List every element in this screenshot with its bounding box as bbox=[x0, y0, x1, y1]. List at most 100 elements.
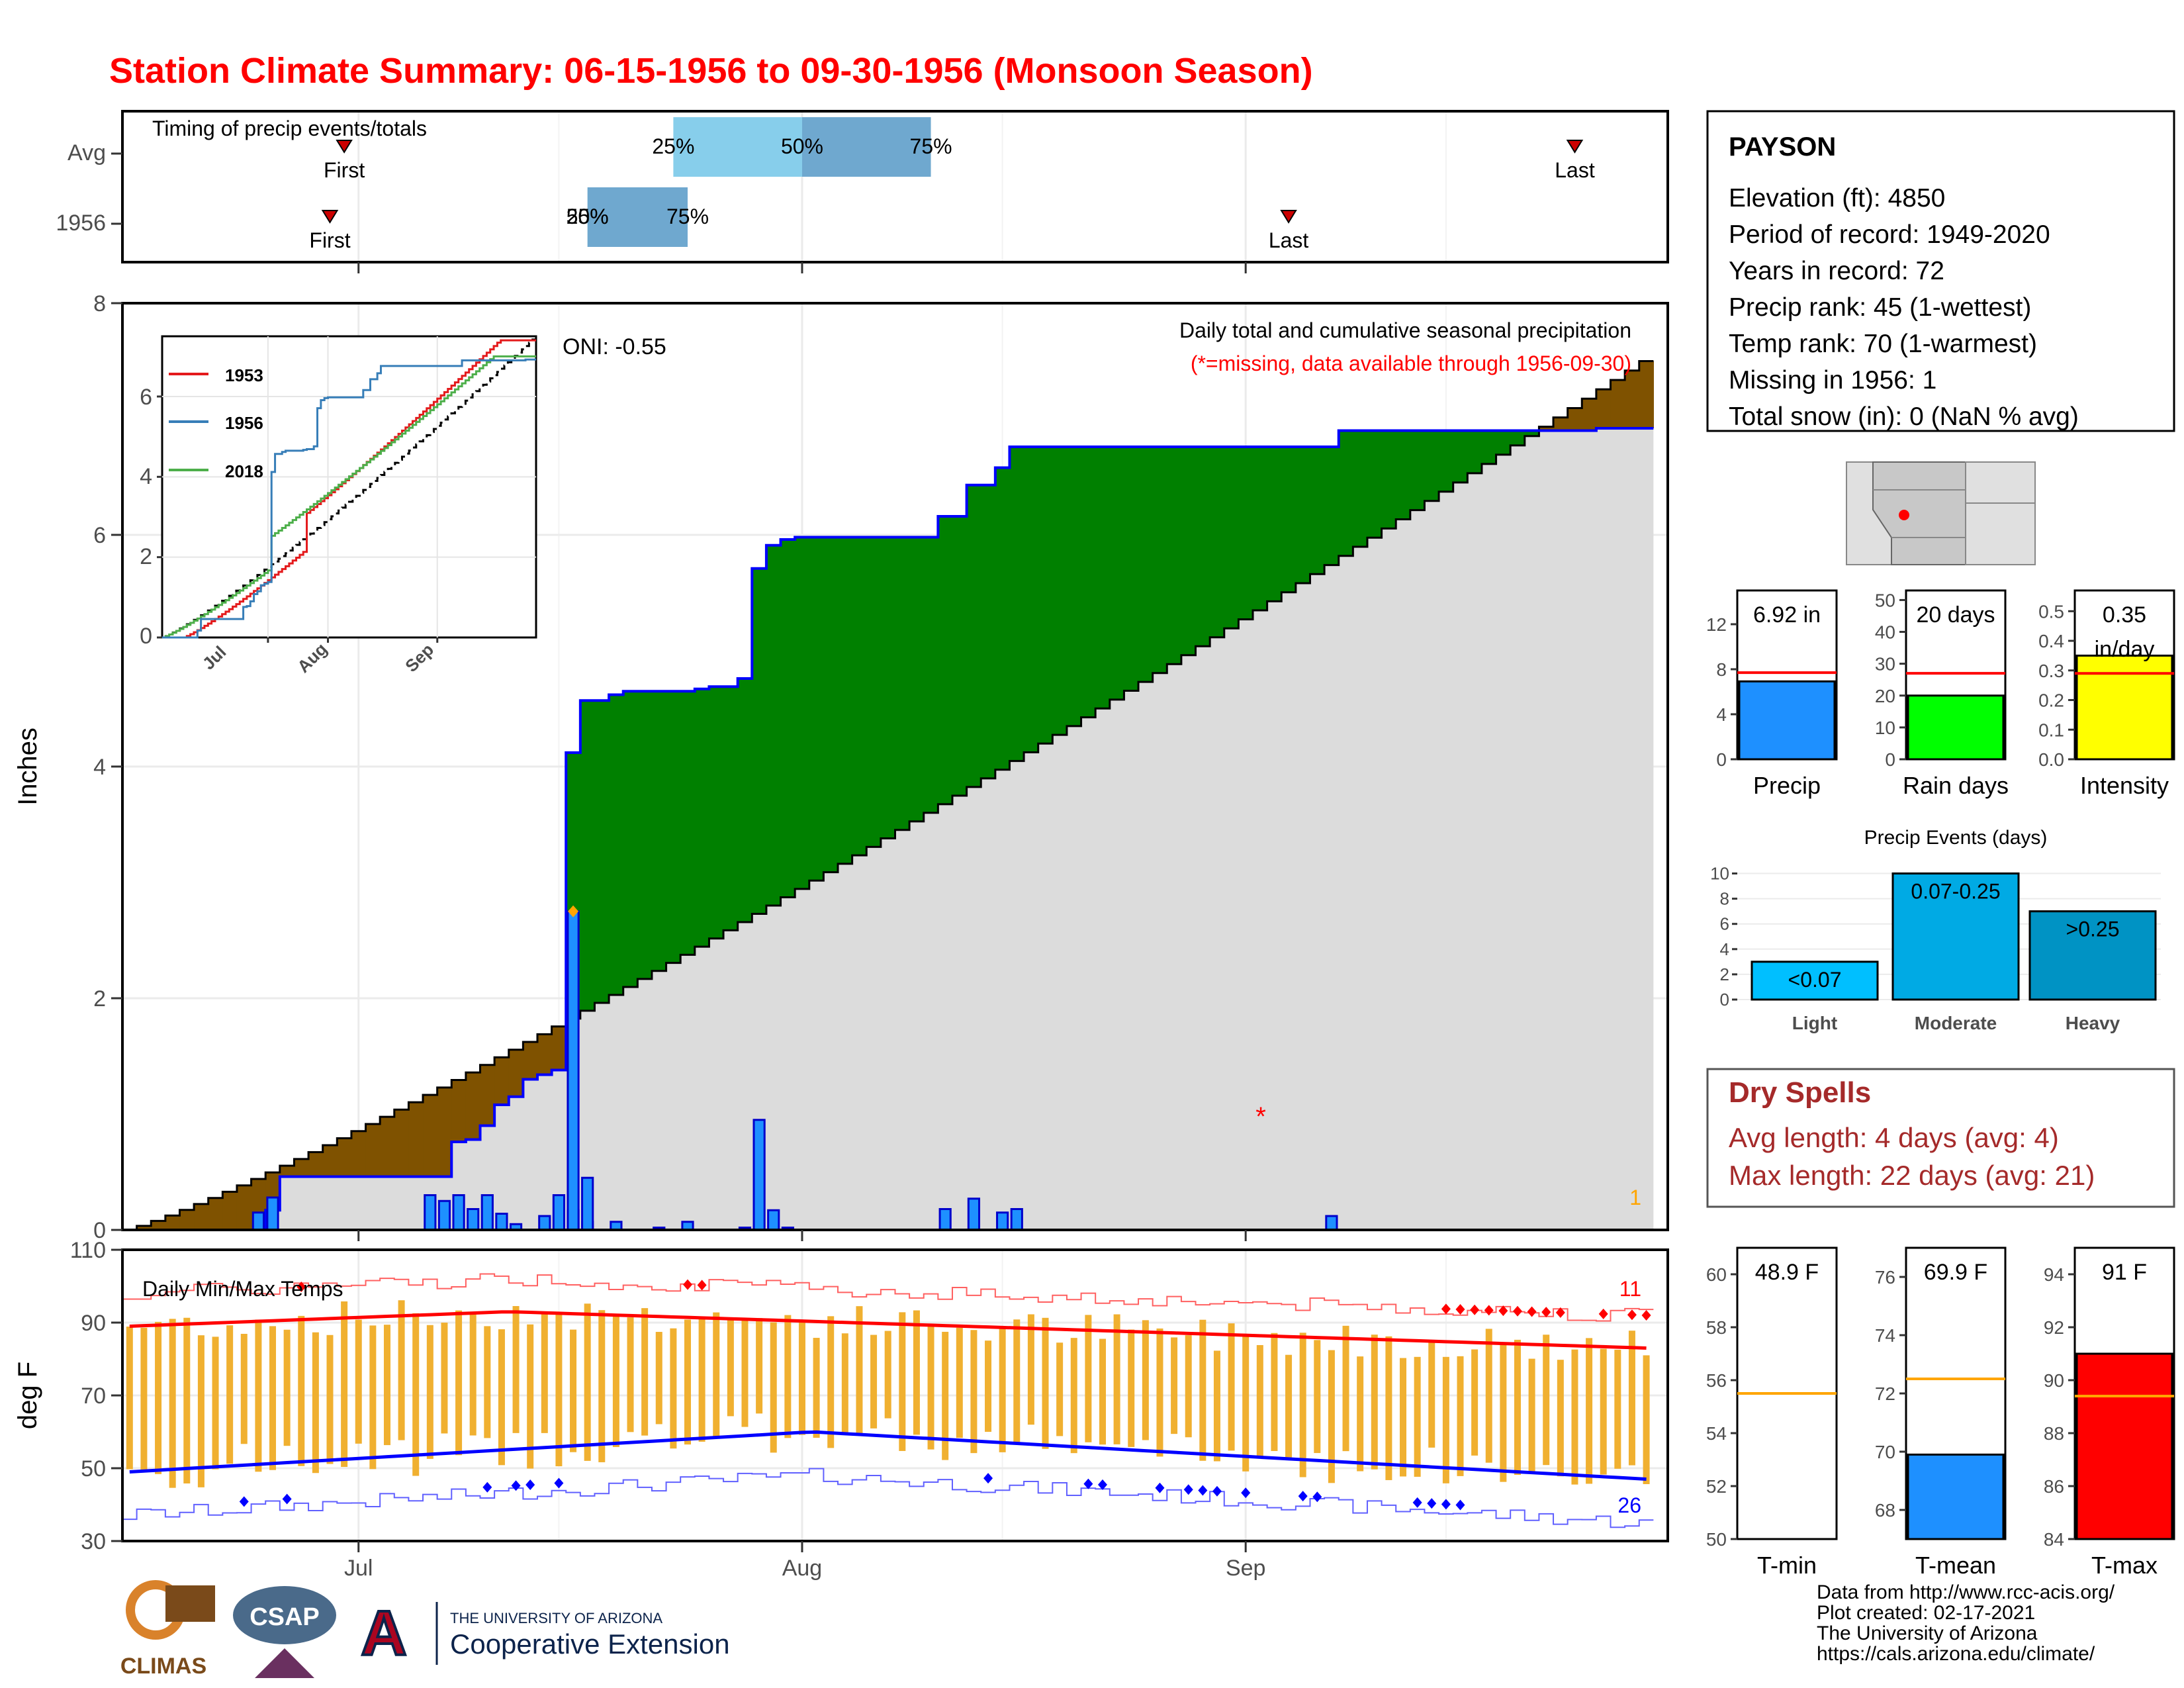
daily-temp-range-bar bbox=[713, 1312, 720, 1438]
deficit-segment bbox=[337, 1138, 352, 1177]
daily-temp-range-bar bbox=[1543, 1335, 1550, 1466]
climas-text: CLIMAS bbox=[120, 1654, 206, 1679]
daily-temp-range-bar bbox=[1614, 1350, 1621, 1469]
deficit-segment bbox=[1553, 417, 1569, 431]
daily-temp-range-bar bbox=[1070, 1338, 1077, 1454]
ua-small-text: THE UNIVERSITY OF ARIZONA bbox=[450, 1610, 662, 1626]
deficit-segment bbox=[380, 1117, 395, 1177]
daily-precip-bar bbox=[538, 1215, 551, 1231]
daily-temp-range-bar bbox=[698, 1317, 705, 1442]
surplus-segment bbox=[923, 537, 938, 813]
record-low-marker bbox=[482, 1481, 492, 1493]
daily-temp-range-bar bbox=[612, 1315, 619, 1448]
daily-temp-range-bar bbox=[870, 1335, 878, 1429]
timing-avg-q2-bar bbox=[801, 117, 931, 177]
events-category-light: Light bbox=[1792, 1013, 1837, 1033]
deficit-segment bbox=[537, 1034, 553, 1075]
surplus-segment bbox=[1138, 447, 1154, 682]
daily-temp-range-bar bbox=[1142, 1320, 1149, 1440]
surplus-segment bbox=[823, 537, 839, 872]
daily-temp-range-bar bbox=[512, 1306, 520, 1433]
daily-temp-range-bar bbox=[942, 1331, 949, 1460]
avg-max-temp-line bbox=[129, 1310, 1647, 1350]
deficit-segment bbox=[508, 1049, 523, 1097]
surplus-segment bbox=[1152, 447, 1167, 673]
surplus-segment bbox=[1009, 447, 1024, 761]
events-ytick: 4 bbox=[1720, 939, 1729, 959]
summary-bars: 6.92 in 0 4 8 12 Precip 20 days 0 10 20 30 40 50 Rain… bbox=[1706, 589, 2175, 799]
daily-temp-range-bar bbox=[1042, 1317, 1049, 1449]
record-low-marker bbox=[511, 1480, 521, 1491]
daily-temp-range-bar bbox=[1528, 1358, 1535, 1473]
surplus-segment bbox=[1167, 447, 1182, 665]
record-high-marker bbox=[1455, 1304, 1465, 1315]
deficit-segment bbox=[1596, 389, 1612, 428]
daily-temp-range-bar bbox=[426, 1325, 433, 1459]
temp-ytick-70: 70 bbox=[81, 1383, 106, 1409]
daily-temp-range-bar bbox=[798, 1321, 805, 1435]
daily-precip-bar bbox=[467, 1208, 480, 1231]
timing-avg-p25-label: 25% bbox=[652, 134, 694, 158]
events-ytick: 0 bbox=[1720, 990, 1729, 1009]
surplus-segment bbox=[1181, 447, 1197, 655]
daily-temp-range-bar bbox=[183, 1317, 191, 1483]
daily-temp-range-bar bbox=[1128, 1329, 1135, 1447]
record-low-marker bbox=[1455, 1499, 1465, 1511]
summary-ytick-0: 8 bbox=[1716, 659, 1727, 680]
temp-ytick-0: 60 bbox=[1706, 1264, 1727, 1285]
surplus-segment bbox=[594, 700, 610, 1004]
surplus-segment bbox=[1496, 430, 1511, 455]
summary-ytick-0: 12 bbox=[1706, 614, 1727, 635]
summary-label-2: Intensity bbox=[2080, 772, 2169, 799]
deficit-segment bbox=[480, 1064, 495, 1126]
surplus-segment bbox=[995, 467, 1011, 770]
station-temp-rank: Temp rank: 70 (1-warmest) bbox=[1729, 330, 2037, 358]
deficit-segment bbox=[236, 1185, 252, 1230]
daily-temp-range-bar bbox=[1571, 1349, 1578, 1485]
temp-ytick-30: 30 bbox=[81, 1529, 106, 1554]
record-high-marker bbox=[697, 1280, 707, 1291]
daily-temp-range-bar bbox=[226, 1325, 234, 1464]
daily-temp-range-bar bbox=[1428, 1340, 1435, 1448]
timing-avg-last-marker bbox=[1566, 140, 1584, 154]
daily-temp-range-bar bbox=[1156, 1328, 1163, 1457]
deficit-segment bbox=[423, 1095, 438, 1177]
surplus-segment bbox=[780, 539, 796, 898]
timing-1956-p50-label: 50% bbox=[567, 205, 609, 228]
daily-temp-range-bar bbox=[312, 1332, 319, 1474]
surplus-segment bbox=[723, 686, 739, 931]
daily-precip-bar bbox=[552, 1194, 566, 1231]
temp-value-label-1: 69.9 F bbox=[1924, 1260, 1987, 1285]
surplus-segment bbox=[1467, 430, 1482, 473]
surplus-segment bbox=[1453, 430, 1468, 483]
average-cumulative-area bbox=[122, 361, 1654, 1230]
daily-temp-range-bar bbox=[1256, 1344, 1263, 1456]
daily-temp-range-bar bbox=[240, 1333, 248, 1444]
cumulative-1956-line bbox=[122, 427, 1654, 1231]
summary-value-bar-2 bbox=[2075, 654, 2173, 761]
deficit-segment bbox=[394, 1109, 410, 1177]
summary-value-label-2: 0.35 bbox=[2103, 602, 2146, 628]
dry-spells-avg: Avg length: 4 days (avg: 4) bbox=[1729, 1122, 2059, 1153]
timing-avg-first-label: First bbox=[324, 158, 365, 182]
timing-1956-first-marker bbox=[321, 210, 339, 224]
daily-temp-range-bar bbox=[298, 1315, 305, 1466]
record-high-marker bbox=[1541, 1307, 1551, 1318]
events-ytick: 6 bbox=[1720, 914, 1729, 934]
timing-label: Timing of precip events/totals bbox=[152, 117, 427, 140]
record-low-marker bbox=[1083, 1478, 1093, 1489]
deficit-segment bbox=[136, 1225, 152, 1230]
temp-ytick-2: 92 bbox=[2044, 1317, 2064, 1338]
temp-ytick-1: 70 bbox=[1875, 1442, 1895, 1462]
daily-temp-range-bar bbox=[1242, 1336, 1250, 1472]
precip-events-title: Precip Events (days) bbox=[1864, 827, 2048, 849]
temp-summary-bars: 48.9 F 50 52 54 56 58 60 T-min 69.9 F 68 70 72 74 76 T… bbox=[1706, 1246, 2175, 1579]
daily-temp-range-bar bbox=[970, 1330, 978, 1454]
surplus-segment bbox=[1324, 447, 1340, 565]
daily-precip-bar bbox=[1325, 1215, 1338, 1231]
deficit-segment bbox=[365, 1124, 381, 1177]
daily-temp-range-bar bbox=[1271, 1333, 1278, 1451]
